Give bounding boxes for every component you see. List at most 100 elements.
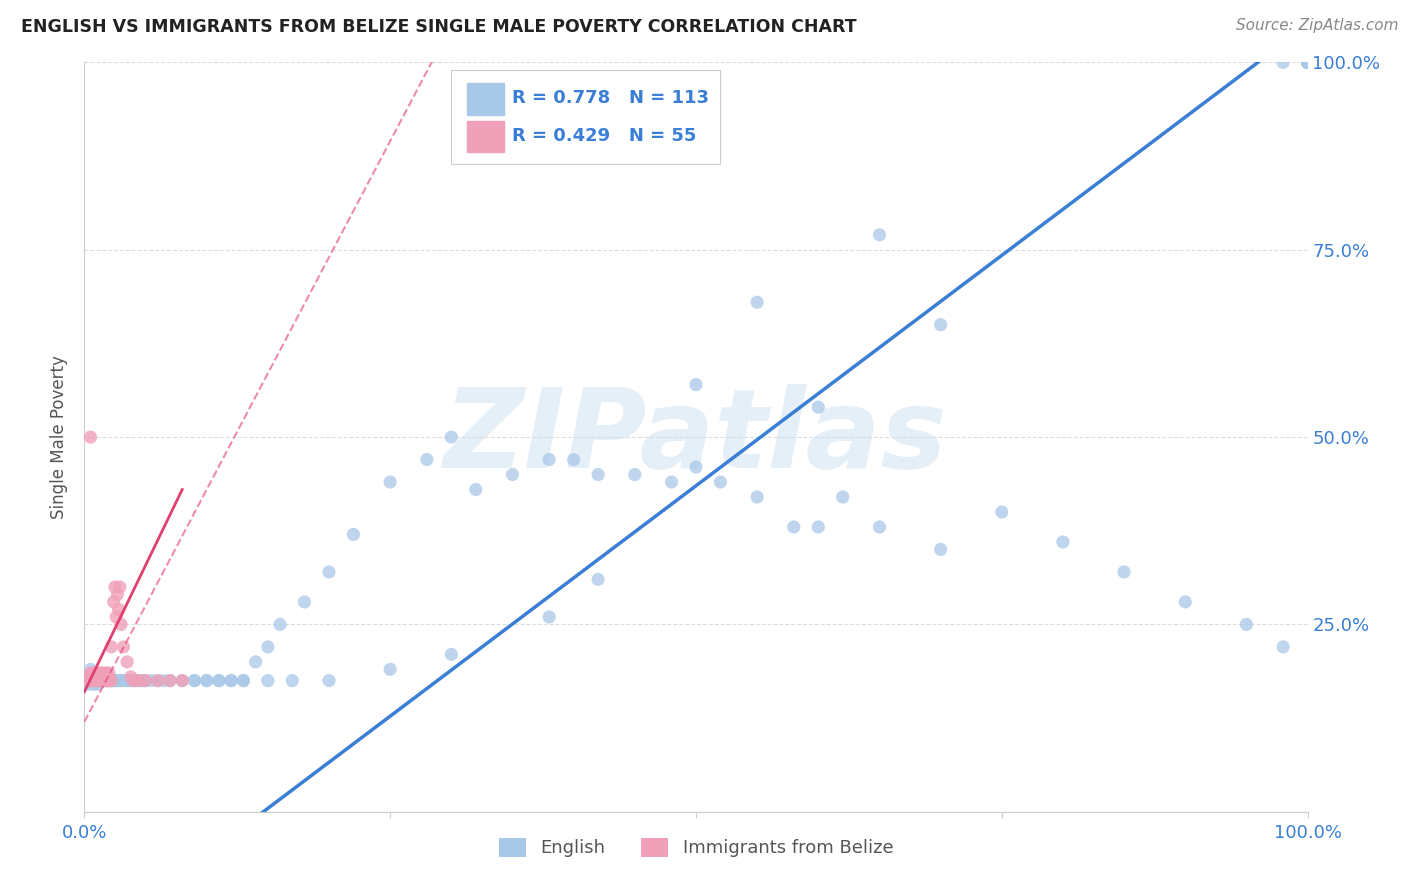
English bbox=[86, 666, 108, 681]
English bbox=[661, 475, 683, 489]
Immigrants from Belize bbox=[97, 666, 120, 681]
English bbox=[1296, 55, 1319, 70]
English bbox=[86, 673, 108, 688]
English bbox=[91, 670, 114, 684]
Immigrants from Belize bbox=[159, 673, 181, 688]
English bbox=[100, 673, 122, 688]
English bbox=[141, 673, 163, 688]
English bbox=[146, 673, 169, 688]
English bbox=[79, 673, 101, 688]
English bbox=[84, 673, 107, 688]
English bbox=[783, 520, 806, 534]
English bbox=[1296, 55, 1319, 70]
English bbox=[82, 673, 104, 688]
Text: ENGLISH VS IMMIGRANTS FROM BELIZE SINGLE MALE POVERTY CORRELATION CHART: ENGLISH VS IMMIGRANTS FROM BELIZE SINGLE… bbox=[21, 18, 856, 36]
Bar bbox=[467, 121, 503, 153]
Immigrants from Belize bbox=[86, 666, 108, 681]
Text: Source: ZipAtlas.com: Source: ZipAtlas.com bbox=[1236, 18, 1399, 33]
English bbox=[929, 542, 952, 557]
Immigrants from Belize bbox=[172, 673, 194, 688]
English bbox=[87, 673, 110, 688]
English bbox=[318, 565, 340, 579]
English bbox=[132, 673, 155, 688]
Immigrants from Belize bbox=[96, 673, 118, 688]
Immigrants from Belize bbox=[108, 580, 131, 594]
English bbox=[208, 673, 231, 688]
English bbox=[103, 673, 125, 688]
English bbox=[929, 318, 952, 332]
English bbox=[747, 490, 769, 504]
Immigrants from Belize bbox=[91, 673, 114, 688]
Immigrants from Belize bbox=[87, 670, 110, 684]
English bbox=[1272, 640, 1295, 654]
English bbox=[318, 673, 340, 688]
Immigrants from Belize bbox=[94, 666, 117, 681]
English bbox=[562, 452, 585, 467]
Immigrants from Belize bbox=[107, 602, 129, 616]
English bbox=[502, 467, 524, 482]
Immigrants from Belize bbox=[97, 670, 120, 684]
Immigrants from Belize bbox=[103, 595, 125, 609]
English bbox=[105, 673, 128, 688]
English bbox=[747, 295, 769, 310]
English bbox=[440, 430, 463, 444]
English bbox=[624, 467, 647, 482]
English bbox=[991, 505, 1014, 519]
English bbox=[195, 673, 218, 688]
English bbox=[1236, 617, 1258, 632]
English bbox=[869, 227, 891, 242]
Legend: English, Immigrants from Belize: English, Immigrants from Belize bbox=[489, 829, 903, 866]
English bbox=[87, 677, 110, 691]
English bbox=[83, 670, 105, 684]
English bbox=[129, 673, 152, 688]
English bbox=[257, 640, 280, 654]
Immigrants from Belize bbox=[91, 666, 114, 681]
Immigrants from Belize bbox=[80, 673, 103, 688]
English bbox=[281, 673, 304, 688]
English bbox=[1296, 55, 1319, 70]
English bbox=[79, 662, 101, 676]
English bbox=[219, 673, 242, 688]
Immigrants from Belize bbox=[100, 673, 122, 688]
Immigrants from Belize bbox=[128, 673, 150, 688]
English bbox=[110, 673, 132, 688]
English bbox=[97, 673, 120, 688]
English bbox=[869, 520, 891, 534]
Immigrants from Belize bbox=[122, 673, 145, 688]
English bbox=[82, 666, 104, 681]
English bbox=[91, 673, 114, 688]
Y-axis label: Single Male Poverty: Single Male Poverty bbox=[51, 355, 69, 519]
English bbox=[105, 673, 128, 688]
English bbox=[1296, 55, 1319, 70]
English bbox=[464, 483, 486, 497]
English bbox=[380, 662, 402, 676]
Immigrants from Belize bbox=[82, 673, 104, 688]
FancyBboxPatch shape bbox=[451, 70, 720, 163]
Immigrants from Belize bbox=[100, 640, 122, 654]
Text: R = 0.778   N = 113: R = 0.778 N = 113 bbox=[513, 89, 710, 107]
English bbox=[83, 677, 105, 691]
English bbox=[219, 673, 242, 688]
English bbox=[342, 527, 364, 541]
English bbox=[98, 673, 121, 688]
English bbox=[1296, 55, 1319, 70]
Immigrants from Belize bbox=[83, 670, 105, 684]
Immigrants from Belize bbox=[97, 673, 120, 688]
Immigrants from Belize bbox=[93, 673, 115, 688]
Immigrants from Belize bbox=[86, 673, 108, 688]
English bbox=[117, 673, 139, 688]
Immigrants from Belize bbox=[79, 430, 101, 444]
Immigrants from Belize bbox=[83, 673, 105, 688]
English bbox=[153, 673, 176, 688]
English bbox=[93, 670, 115, 684]
English bbox=[440, 648, 463, 662]
English bbox=[232, 673, 254, 688]
English bbox=[101, 673, 124, 688]
English bbox=[112, 673, 135, 688]
English bbox=[685, 460, 707, 475]
Immigrants from Belize bbox=[94, 673, 117, 688]
Immigrants from Belize bbox=[146, 673, 169, 688]
English bbox=[1296, 55, 1319, 70]
Immigrants from Belize bbox=[90, 666, 112, 681]
English bbox=[120, 673, 142, 688]
